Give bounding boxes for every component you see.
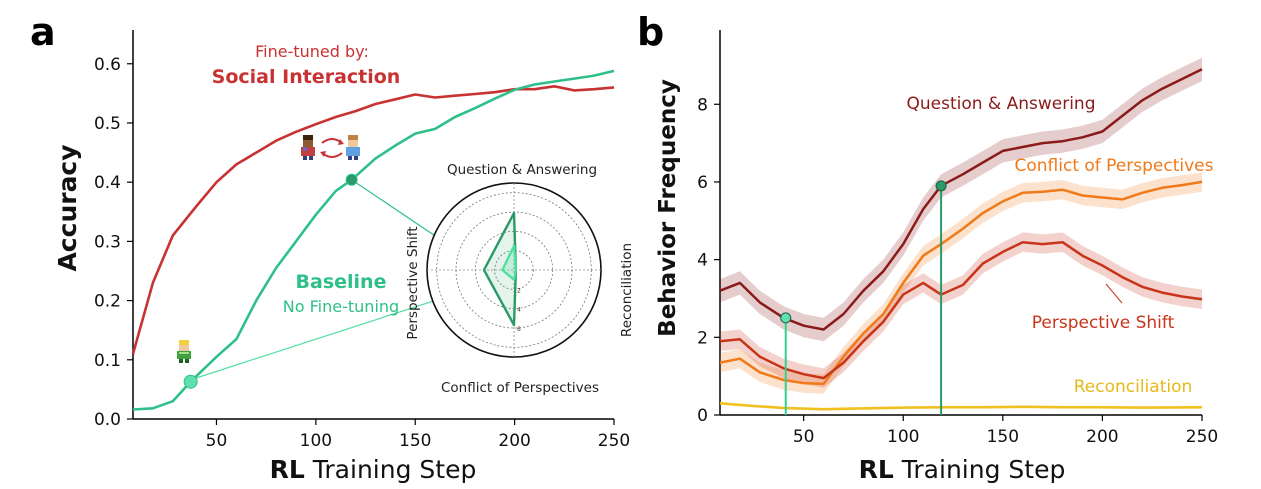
radar-ring-label: 4: [517, 307, 521, 314]
radar-ring: [494, 250, 534, 290]
perspective-shift-line: [719, 240, 1203, 380]
panel-a-series: [131, 69, 615, 411]
panel-b-y-tick-label: 0: [697, 406, 708, 426]
radar-label-bottom: Conflict of Perspectives: [441, 380, 599, 396]
panel-a-accuracy-chart: a 0.0 0.1 0.2 0.3 0.4 0.5 0.6 50 100 150 200 250 A…: [30, 10, 635, 484]
panel-a-x-tick-label: 250: [598, 431, 630, 451]
panel-a-y-tick-label: 0.1: [94, 351, 121, 371]
panel-a-y-axis-label: Accuracy: [53, 144, 82, 271]
radar-ring-label: 2: [517, 287, 521, 294]
finetuned-annotation-line1: Fine-tuned by:: [255, 42, 369, 61]
panel-b-y-tick-label: 8: [697, 95, 708, 115]
baseline-annotation-line1: Baseline: [296, 271, 387, 293]
finetuned-series-line: [131, 85, 615, 355]
panel-b-highlight-point: [780, 312, 792, 324]
radar-series: [482, 211, 518, 327]
inset-radar-chart: 246 Question & Answering Reconciliation …: [405, 162, 635, 396]
radar-label-top: Question & Answering: [447, 162, 597, 178]
conflict-of-perspectives-band: [720, 172, 1202, 394]
two-characters-exchange-icon: [301, 135, 360, 160]
panel-a-x-tick-label: 150: [399, 431, 431, 451]
radar-ring-labels: 2 4 6: [517, 287, 521, 333]
panel-a-x-axis-label-rest: Training Step: [305, 455, 476, 484]
panel-b-x-axis-label-rest: Training Step: [894, 455, 1065, 484]
baseline-annotation-line2: No Fine-tuning: [283, 297, 399, 316]
radar-label-left: Perspective Shift: [405, 226, 421, 339]
reconciliation-line: [719, 402, 1203, 411]
panel-a-y-ticks: 0.0 0.1 0.2 0.3 0.4 0.5 0.6: [94, 55, 133, 430]
panel-b-y-axis-label: Behavior Frequency: [655, 79, 681, 337]
panel-a-highlight-point: [345, 173, 358, 186]
panel-b-x-tick-label: 200: [1086, 427, 1118, 447]
series-label-conflict: Conflict of Perspectives: [1015, 156, 1214, 176]
panel-a-x-ticks: 50 100 150 200 250: [206, 419, 630, 451]
panel-b-x-axis-label: RL Training Step: [859, 455, 1066, 484]
panel-b-y-tick-label: 2: [697, 328, 708, 348]
panel-b-y-tick-label: 4: [697, 251, 708, 271]
panel-b-x-tick-label: 100: [887, 427, 919, 447]
panel-b-y-tick-label: 6: [697, 173, 708, 193]
panel-a-x-tick-label: 100: [300, 431, 332, 451]
series-label-question-answering: Question & Answering: [906, 94, 1095, 114]
panel-b-letter: b: [637, 10, 664, 54]
panel-a-highlight-points: [183, 173, 358, 389]
question-answering-band: [720, 57, 1202, 342]
panel-a-y-tick-label: 0.3: [94, 232, 121, 252]
panel-a-y-tick-label: 0.6: [94, 55, 121, 75]
radar-ring-label: 6: [517, 326, 521, 333]
panel-a-x-tick-label: 50: [206, 431, 228, 451]
panel-a-highlight-point: [183, 374, 198, 389]
panel-a-y-tick-label: 0.4: [94, 173, 121, 193]
series-label-perspective-shift: Perspective Shift: [1032, 313, 1175, 333]
single-character-icon: [177, 340, 191, 363]
panel-b-x-tick-label: 150: [987, 427, 1019, 447]
panel-b-highlight-points: [780, 180, 947, 415]
panel-b-behavior-chart: b 0 2 4 6 8 50 100 150 200 250 Behavior Frequenc…: [637, 10, 1218, 484]
perspective-shift-leader-line: [1105, 283, 1123, 304]
conflict-of-perspectives-line: [719, 180, 1203, 386]
radar-series-early-step: [501, 244, 518, 281]
panel-b-x-tick-label: 50: [793, 427, 815, 447]
panel-a-x-axis-label: RL Training Step: [270, 455, 477, 484]
panel-b-y-ticks: 0 2 4 6 8: [697, 95, 720, 426]
panel-a-y-tick-label: 0.5: [94, 114, 121, 134]
baseline-series-line: [132, 69, 615, 411]
panel-a-letter: a: [30, 10, 56, 54]
panel-b-x-ticks: 50 100 150 200 250: [793, 415, 1218, 447]
question-answering-line: [719, 68, 1203, 331]
panel-b-highlight-point: [935, 180, 947, 192]
panel-b-x-axis-label-bold: RL: [859, 455, 894, 484]
finetuned-annotation-line2: Social Interaction: [212, 66, 401, 88]
panel-a-y-tick-label: 0.2: [94, 292, 121, 312]
panel-a-x-tick-label: 200: [498, 431, 530, 451]
radar-label-right: Reconciliation: [619, 243, 635, 337]
panel-b-x-tick-label: 250: [1186, 427, 1218, 447]
series-label-reconciliation: Reconciliation: [1074, 377, 1193, 397]
panel-a-y-tick-label: 0.0: [94, 410, 121, 430]
panel-a-x-axis-label-bold: RL: [270, 455, 305, 484]
